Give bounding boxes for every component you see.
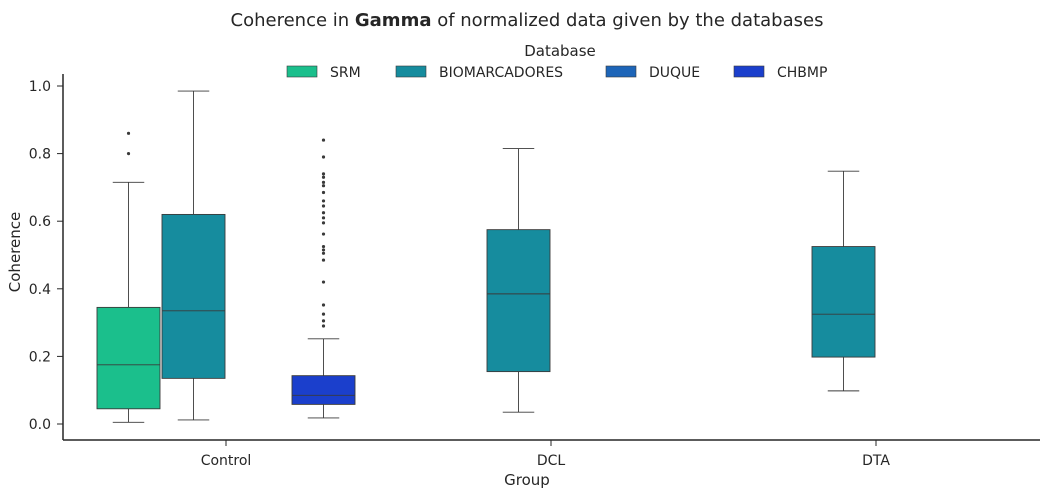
outlier-point [321,324,326,328]
chart-title-prefix: Coherence in [231,10,355,31]
outlier-point [321,199,326,203]
outlier-point [321,138,326,142]
legend-label-biomarcadores: BIOMARCADORES [439,65,563,81]
plot-area [96,90,876,423]
box-iqr [291,375,356,405]
box-iqr [161,213,226,379]
box-iqr [96,306,161,410]
outlier-point [321,190,326,195]
outlier-point [126,152,131,156]
box-srm-control [96,131,161,423]
x-tick-label: Control [201,453,252,469]
outlier-point [321,211,326,215]
box-iqr [486,229,551,373]
y-tick-label: 0.6 [29,214,51,230]
x-tick-labels: Control DCL DTA [201,440,890,469]
chart-title: Coherence in Gamma of normalized data gi… [231,10,824,31]
box-biomarcadores-control [161,90,226,421]
outlier-point [321,251,326,255]
outlier-point [321,172,326,176]
legend-swatch-chbmp [733,65,765,78]
outlier-point [321,221,326,225]
y-tick-label: 1.0 [29,79,51,95]
box-biomarcadores-dcl [486,148,551,413]
legend-label-duque: DUQUE [649,65,700,81]
outlier-point [321,184,326,188]
legend-swatch-duque [605,65,637,78]
legend-label-chbmp: CHBMP [777,65,827,81]
box-biomarcadores-dta [811,170,876,392]
outlier-point [321,312,326,316]
legend-label-srm: SRM [330,65,361,81]
outlier-point [321,248,326,252]
outlier-point [321,244,326,249]
legend-swatch-srm [286,65,318,78]
outlier-point [321,155,326,159]
y-tick-labels: 0.0 0.2 0.4 0.6 0.8 1.0 [29,79,63,433]
y-tick-label: 0.4 [29,282,51,298]
outlier-point [321,258,326,262]
x-tick-label: DCL [537,453,566,469]
outlier-point [321,204,326,208]
y-axis-label: Coherence [6,212,24,292]
outlier-point [321,303,326,307]
outlier-point [321,280,326,284]
outlier-point [321,216,326,220]
outlier-point [321,180,326,184]
outlier-point [321,319,326,323]
box-chbmp-control [291,138,356,419]
legend-swatch-biomarcadores [395,65,427,78]
y-tick-label: 0.2 [29,349,51,365]
outlier-point [321,232,326,236]
x-tick-label: DTA [862,453,890,469]
x-axis-label: Group [504,471,550,489]
legend: Database SRM BIOMARCADORES DUQUE CHBMP [286,42,827,81]
chart-title-suffix: of normalized data given by the database… [431,10,823,31]
chart-title-bold: Gamma [355,10,432,31]
outlier-point [321,175,326,179]
y-tick-label: 0.0 [29,417,51,433]
outlier-point [126,131,131,135]
y-tick-label: 0.8 [29,147,51,163]
box-iqr [811,246,876,358]
legend-title: Database [524,42,596,60]
